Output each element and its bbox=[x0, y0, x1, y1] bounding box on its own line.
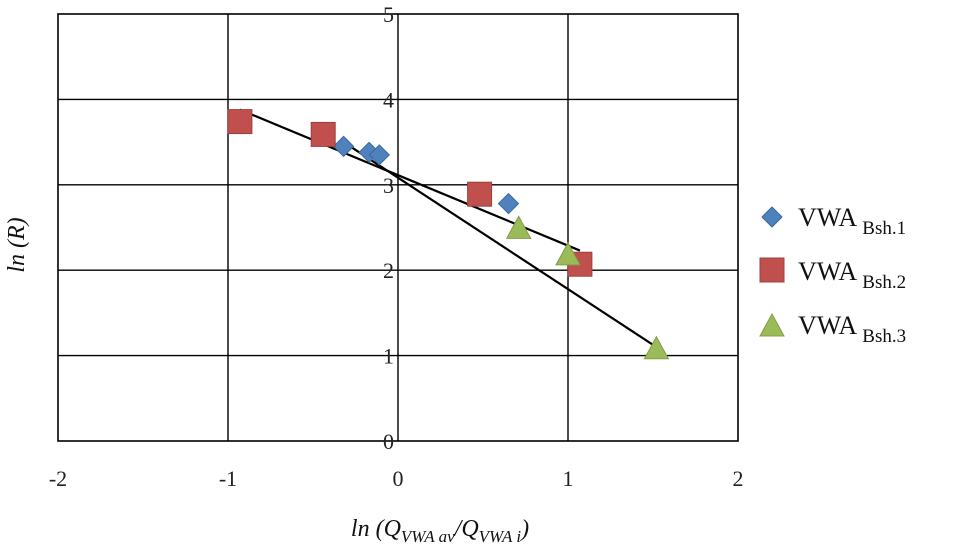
legend-label: VWA Bsh.2 bbox=[798, 257, 906, 293]
data-point-triangle bbox=[505, 215, 532, 239]
data-point-square bbox=[310, 121, 336, 147]
y-tick-labels: 0 1 2 3 4 5 bbox=[383, 2, 394, 454]
legend-marker-diamond bbox=[761, 206, 783, 228]
legend-marker-triangle bbox=[759, 312, 785, 337]
data-point-triangle bbox=[643, 335, 670, 360]
x-tick-label: 2 bbox=[733, 466, 744, 491]
legend-label: VWA Bsh.3 bbox=[798, 311, 906, 347]
y-tick-label: 3 bbox=[383, 173, 394, 198]
x-axis-title-sub2: VWA i bbox=[479, 527, 522, 546]
y-axis-title: ln (R) bbox=[4, 217, 30, 272]
x-tick-label: 0 bbox=[393, 466, 404, 491]
y-tick-label: 2 bbox=[383, 258, 394, 283]
y-tick-label: 0 bbox=[383, 429, 394, 454]
x-tick-label: -1 bbox=[219, 466, 237, 491]
legend-label-sub: Bsh.1 bbox=[862, 218, 906, 239]
legend-label-main: VWA bbox=[798, 311, 862, 340]
data-point-triangle bbox=[555, 241, 581, 266]
legend-marker-square bbox=[759, 257, 785, 283]
legend-item: VWA Bsh.2 bbox=[759, 257, 906, 293]
legend-label-main: VWA bbox=[798, 257, 862, 286]
x-axis-title-sub1: VWA av bbox=[401, 527, 455, 546]
data-points bbox=[227, 109, 670, 360]
y-tick-label: 1 bbox=[383, 344, 394, 369]
data-point-diamond bbox=[332, 135, 355, 158]
legend-label: VWA Bsh.1 bbox=[798, 203, 906, 239]
legend-item: VWA Bsh.1 bbox=[761, 203, 906, 239]
legend-label-main: VWA bbox=[798, 203, 862, 232]
x-axis-title-mid: /Q bbox=[453, 516, 479, 542]
x-tick-label: 1 bbox=[563, 466, 574, 491]
data-point-square bbox=[467, 181, 493, 207]
x-axis-title-main: ln (Q bbox=[351, 516, 401, 542]
y-tick-label: 5 bbox=[383, 2, 394, 27]
gridlines bbox=[58, 14, 738, 441]
x-axis-title: ln (QVWA av/QVWA i) bbox=[351, 516, 529, 546]
x-tick-labels: -2 -1 0 1 2 bbox=[49, 466, 744, 491]
trendline bbox=[342, 141, 658, 348]
data-point-diamond bbox=[497, 192, 520, 215]
x-tick-label: -2 bbox=[49, 466, 67, 491]
x-axis-title-end: ) bbox=[519, 516, 529, 542]
data-point-diamond bbox=[368, 144, 391, 166]
legend-label-sub: Bsh.2 bbox=[862, 272, 906, 293]
legend-item: VWA Bsh.3 bbox=[759, 311, 906, 347]
legend: VWA Bsh.1 VWA Bsh.2 VWA Bsh.3 bbox=[759, 203, 906, 347]
legend-label-sub: Bsh.3 bbox=[862, 326, 906, 347]
data-point-square bbox=[227, 109, 253, 135]
y-tick-label: 4 bbox=[383, 87, 394, 112]
